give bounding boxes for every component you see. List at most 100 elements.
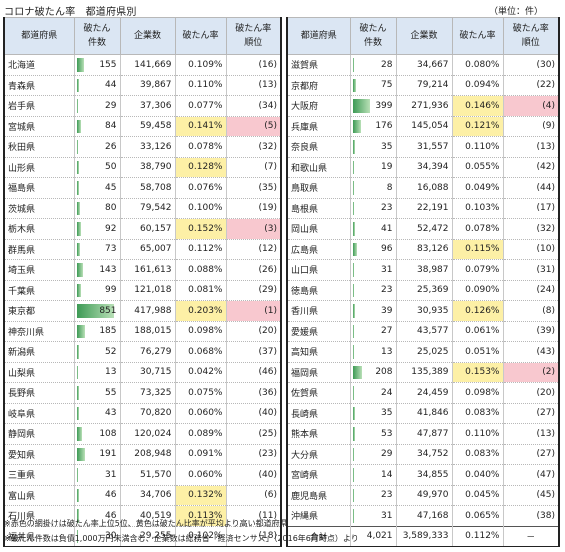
left-table-body: 北海道 155 141,669 0.109% (16) 青森県 44 39,867 0.110%… — [3, 54, 282, 547]
bankruptcy-count: 23 — [381, 490, 393, 501]
bankruptcy-count: 208 — [375, 367, 393, 378]
bankruptcy-count-cell: 23 — [349, 280, 397, 301]
table-row: 高知県 13 25,025 0.051% (43) — [286, 341, 560, 363]
prefecture-name: 愛知県 — [3, 444, 75, 465]
prefecture-name: 大分県 — [286, 444, 351, 465]
company-count: 47,877 — [395, 423, 453, 445]
bankruptcy-count: 23 — [381, 285, 393, 296]
total-row: 合計 4,021 3,589,333 0.112% － — [286, 525, 560, 547]
prefecture-name: 鹿児島県 — [286, 485, 351, 506]
bankruptcy-rank: (8) — [502, 300, 560, 322]
prefecture-name: 群馬県 — [3, 239, 75, 260]
prefecture-name: 滋賀県 — [286, 54, 351, 76]
bankruptcy-rate: 0.081% — [174, 280, 227, 301]
bankruptcy-rate: 0.078% — [451, 218, 504, 240]
header-companies: 企業数 — [395, 17, 453, 55]
header-count-line1: 破たん — [359, 24, 387, 34]
table-row: 鳥取県 8 16,088 0.049% (44) — [286, 177, 560, 199]
table-row: 福島県 45 58,708 0.076% (35) — [3, 177, 282, 199]
bankruptcy-count: 30 — [105, 531, 117, 542]
bankruptcy-count-cell: 8 — [349, 177, 397, 199]
table-row: 茨城県 80 79,542 0.100% (19) — [3, 198, 282, 219]
bankruptcy-rank: (13) — [225, 75, 282, 96]
bankruptcy-rank: (20) — [502, 382, 560, 404]
bankruptcy-count-bar — [76, 242, 80, 256]
bankruptcy-count-cell: 75 — [349, 75, 397, 96]
bankruptcy-rank: (2) — [502, 362, 560, 383]
bankruptcy-count-cell: 24 — [349, 382, 397, 404]
table-row: 岡山県 41 52,472 0.078% (32) — [286, 218, 560, 240]
company-count: 31,557 — [395, 136, 453, 158]
bankruptcy-count-cell: 99 — [73, 280, 121, 301]
bankruptcy-rate: 0.068% — [174, 341, 227, 363]
bankruptcy-rank: (26) — [225, 259, 282, 281]
bankruptcy-count-cell: 35 — [349, 136, 397, 158]
header-pref: 都道府県 — [286, 17, 351, 55]
bankruptcy-count: 31 — [381, 510, 393, 521]
prefecture-name: 和歌山県 — [286, 157, 351, 178]
prefecture-name: 静岡県 — [3, 423, 75, 445]
company-count: 38,987 — [395, 259, 453, 281]
bankruptcy-count: 53 — [381, 428, 393, 439]
bankruptcy-count-cell: 23 — [349, 485, 397, 506]
bankruptcy-rank: (32) — [502, 218, 560, 240]
bankruptcy-count-cell: 45 — [73, 177, 121, 199]
bankruptcy-count-bar — [352, 427, 355, 441]
prefecture-name: 新潟県 — [3, 341, 75, 363]
bankruptcy-count-bar — [76, 386, 79, 400]
bankruptcy-count-bar — [352, 78, 356, 92]
bankruptcy-count-cell: 41 — [349, 218, 397, 240]
prefecture-name: 埼玉県 — [3, 259, 75, 281]
bankruptcy-count-bar — [352, 58, 354, 72]
total-companies: 3,589,333 — [395, 525, 453, 547]
table-row: 広島県 96 83,126 0.115% (10) — [286, 239, 560, 260]
company-count: 120,024 — [119, 423, 176, 445]
table-row: 岐阜県 43 70,820 0.060% (40) — [3, 403, 282, 424]
bankruptcy-count: 14 — [381, 469, 393, 480]
bankruptcy-rank: (37) — [225, 341, 282, 363]
bankruptcy-rank: (43) — [502, 341, 560, 363]
bankruptcy-count-bar — [76, 119, 81, 133]
table-row: 山形県 50 38,790 0.128% (7) — [3, 157, 282, 178]
bankruptcy-count-cell: 176 — [349, 116, 397, 137]
bankruptcy-count: 45 — [105, 182, 117, 193]
header-rate: 破たん率 — [174, 17, 227, 55]
bankruptcy-count-cell: 13 — [73, 362, 121, 383]
bankruptcy-rate: 0.132% — [174, 485, 227, 506]
bankruptcy-count-bar — [352, 140, 355, 154]
table-row: 三重県 31 51,570 0.060% (40) — [3, 464, 282, 486]
bankruptcy-rank: (22) — [502, 75, 560, 96]
bankruptcy-count-bar — [76, 160, 79, 174]
table-row: 兵庫県 176 145,054 0.121% (9) — [286, 116, 560, 137]
company-count: 121,018 — [119, 280, 176, 301]
bankruptcy-rank: (13) — [502, 423, 560, 445]
prefecture-name: 徳島県 — [286, 280, 351, 301]
table-row: 山梨県 13 30,715 0.042% (46) — [3, 362, 282, 383]
prefecture-name: 広島県 — [286, 239, 351, 260]
bankruptcy-rate: 0.128% — [174, 157, 227, 178]
bankruptcy-count: 92 — [105, 223, 117, 234]
bankruptcy-count-bar — [352, 222, 355, 236]
company-count: 161,613 — [119, 259, 176, 281]
bankruptcy-count-bar — [352, 386, 354, 400]
company-count: 271,936 — [395, 95, 453, 117]
bankruptcy-count: 31 — [381, 264, 393, 275]
bankruptcy-rank: (13) — [502, 136, 560, 158]
bankruptcy-rate: 0.098% — [451, 382, 504, 404]
bankruptcy-rank: (7) — [225, 157, 282, 178]
table-row: 静岡県 108 120,024 0.089% (25) — [3, 423, 282, 445]
bankruptcy-count-cell: 84 — [73, 116, 121, 137]
bankruptcy-count-bar — [352, 447, 354, 461]
total-label: 合計 — [286, 525, 351, 547]
bankruptcy-count: 29 — [105, 100, 117, 111]
company-count: 70,820 — [119, 403, 176, 424]
bankruptcy-count-cell: 13 — [349, 341, 397, 363]
table-row: 群馬県 73 65,007 0.112% (12) — [3, 239, 282, 260]
bankruptcy-count: 143 — [99, 264, 117, 275]
company-count: 58,708 — [119, 177, 176, 199]
header-count-line1: 破たん — [83, 24, 111, 34]
bankruptcy-rate: 0.061% — [451, 321, 504, 342]
bankruptcy-count: 35 — [381, 408, 393, 419]
bankruptcy-count-cell: 31 — [349, 259, 397, 281]
table-row: 宮崎県 14 34,855 0.040% (47) — [286, 464, 560, 486]
